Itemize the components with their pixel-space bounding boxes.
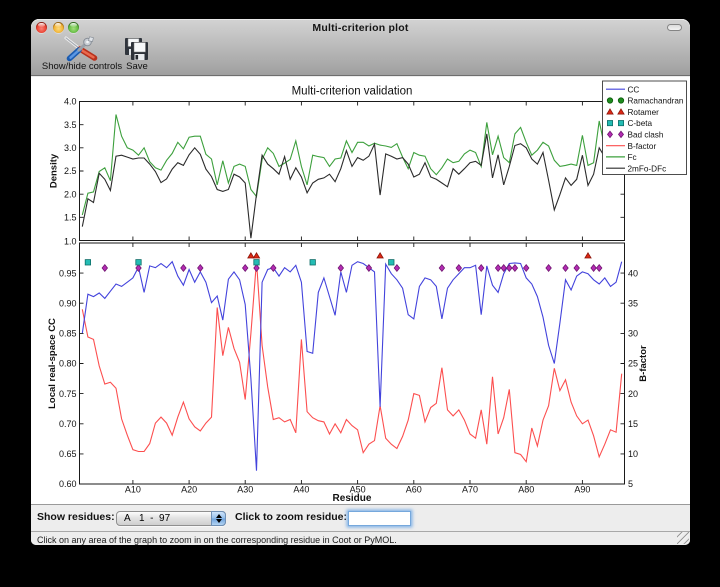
- svg-text:B-factor: B-factor: [638, 345, 649, 382]
- svg-text:0.80: 0.80: [59, 359, 77, 369]
- svg-text:4.0: 4.0: [64, 97, 77, 107]
- svg-text:2.0: 2.0: [64, 189, 77, 199]
- svg-text:Fc: Fc: [628, 153, 637, 162]
- svg-text:35: 35: [628, 298, 638, 308]
- svg-text:B-factor: B-factor: [628, 142, 657, 151]
- svg-text:0.85: 0.85: [59, 329, 77, 339]
- svg-text:0.70: 0.70: [59, 419, 77, 429]
- svg-text:CC: CC: [628, 85, 640, 94]
- svg-text:0.60: 0.60: [59, 479, 77, 489]
- svg-text:A90: A90: [574, 485, 590, 495]
- svg-text:A20: A20: [181, 485, 197, 495]
- svg-text:0.90: 0.90: [59, 298, 77, 308]
- svg-text:A10: A10: [125, 485, 141, 495]
- svg-text:Multi-criterion validation: Multi-criterion validation: [292, 86, 413, 98]
- svg-text:0.75: 0.75: [59, 389, 77, 399]
- svg-text:10: 10: [628, 449, 638, 459]
- svg-text:Ramachandran: Ramachandran: [628, 97, 684, 106]
- svg-text:0.65: 0.65: [59, 449, 77, 459]
- svg-text:0.95: 0.95: [59, 268, 77, 278]
- svg-text:5: 5: [628, 479, 633, 489]
- svg-text:Local real-space CC: Local real-space CC: [47, 318, 58, 409]
- svg-text:20: 20: [628, 389, 638, 399]
- svg-text:A70: A70: [462, 485, 478, 495]
- svg-text:40: 40: [628, 268, 638, 278]
- svg-text:30: 30: [628, 329, 638, 339]
- svg-text:A60: A60: [406, 485, 422, 495]
- svg-text:3.5: 3.5: [64, 120, 77, 130]
- svg-text:A50: A50: [350, 485, 366, 495]
- svg-text:Bad clash: Bad clash: [628, 131, 664, 140]
- svg-text:Residue: Residue: [333, 493, 372, 504]
- svg-text:A40: A40: [293, 485, 309, 495]
- svg-text:1.0: 1.0: [64, 237, 77, 247]
- svg-text:3.0: 3.0: [64, 143, 77, 153]
- svg-text:C-beta: C-beta: [628, 119, 653, 128]
- svg-text:A80: A80: [518, 485, 534, 495]
- svg-text:25: 25: [628, 359, 638, 369]
- svg-text:A30: A30: [237, 485, 253, 495]
- svg-text:1.5: 1.5: [64, 213, 77, 223]
- svg-text:15: 15: [628, 419, 638, 429]
- svg-text:2.5: 2.5: [64, 166, 77, 176]
- svg-text:2mFo-DFc: 2mFo-DFc: [628, 164, 667, 173]
- svg-text:Density: Density: [49, 153, 60, 188]
- svg-text:Rotamer: Rotamer: [628, 108, 660, 117]
